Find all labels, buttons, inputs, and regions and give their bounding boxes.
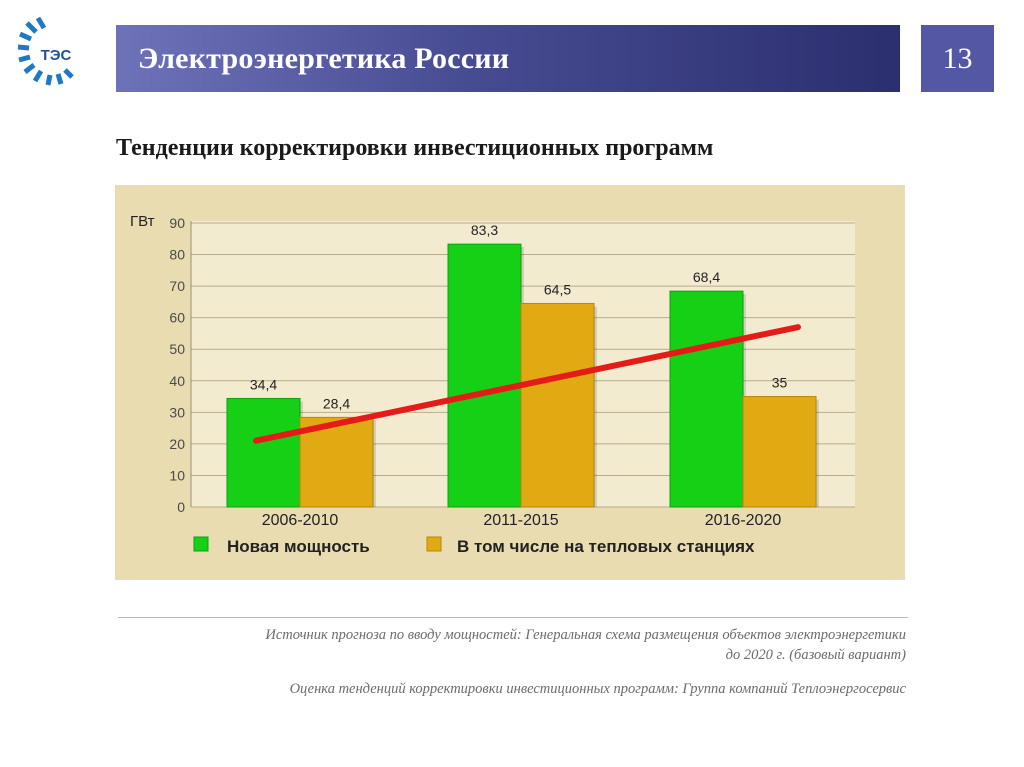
chart-panel: 0 10 20 30 40 50 60 70 80 90 ГВт 2006-2010 2011-2015…	[115, 185, 905, 580]
bar-data-label: 34,4	[250, 376, 277, 392]
page-number: 13	[921, 25, 994, 92]
bar	[520, 302, 595, 508]
x-tick-label: 2011-2015	[483, 512, 558, 529]
y-tick-label: 70	[169, 278, 185, 294]
y-tick-label: 50	[169, 341, 185, 357]
bar	[226, 397, 301, 508]
source-divider	[118, 617, 908, 618]
legend-swatch	[426, 536, 442, 552]
bar-chart: 0 10 20 30 40 50 60 70 80 90 ГВт 2006-2010 2011-2015…	[115, 185, 905, 580]
bar-data-label: 28,4	[323, 395, 350, 411]
y-axis-label: ГВт	[130, 213, 155, 230]
y-tick-label: 60	[169, 310, 185, 326]
header-title: Электроэнергетика России	[138, 41, 510, 75]
y-tick-label: 80	[169, 247, 185, 263]
y-tick-label: 10	[169, 467, 185, 483]
x-tick-label: 2016-2020	[705, 512, 782, 529]
x-tick-label: 2006-2010	[262, 512, 339, 529]
y-tick-label: 40	[169, 373, 185, 389]
bar	[742, 396, 817, 508]
logo-text: ТЭС	[41, 47, 72, 64]
bar-data-label: 64,5	[544, 281, 571, 297]
bar-shadow	[373, 420, 376, 507]
bar-shadow	[594, 306, 597, 507]
source-line-1: Источник прогноза по вводу мощностей: Ге…	[265, 627, 906, 643]
bar	[447, 243, 522, 508]
legend-label: Новая мощность	[227, 537, 370, 556]
legend-label: В том числе на тепловых станциях	[457, 537, 755, 556]
bar-data-label: 68,4	[693, 269, 720, 285]
y-tick-label: 90	[169, 215, 185, 231]
y-tick-label: 20	[169, 436, 185, 452]
bar-shadow	[816, 399, 819, 507]
y-tick-label: 0	[177, 499, 185, 515]
bar-data-label: 83,3	[471, 222, 498, 238]
bar-data-label: 35	[772, 375, 788, 391]
trend-line	[253, 324, 801, 444]
slide-subtitle: Тенденции корректировки инвестиционных п…	[116, 135, 714, 161]
source-line-2: до 2020 г. (базовый вариант)	[725, 647, 906, 663]
tes-logo-mark: ТЭС	[17, 16, 74, 86]
tes-logo: ТЭС	[14, 14, 86, 94]
source-notes: Источник прогноза по вводу мощностей: Ге…	[118, 625, 906, 699]
legend-swatch	[193, 536, 209, 552]
source-line-3: Оценка тенденций корректировки инвестици…	[289, 681, 906, 697]
bar	[669, 290, 744, 508]
header-bar: Электроэнергетика России	[116, 25, 900, 92]
bar	[299, 416, 374, 508]
y-tick-label: 30	[169, 404, 185, 420]
